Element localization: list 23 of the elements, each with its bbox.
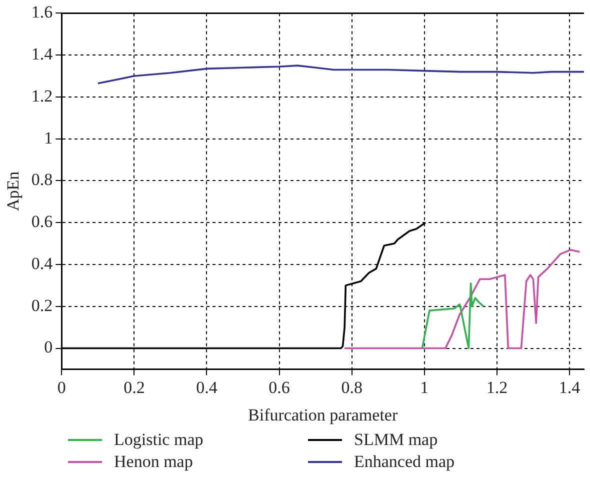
y-tick-label: 0.8: [31, 170, 53, 190]
y-tick-label: 1.4: [31, 44, 54, 64]
x-tick-label: 1: [420, 378, 429, 397]
y-axis-title: ApEn: [4, 170, 23, 212]
y-tick-label: 1: [44, 128, 53, 148]
x-tick-label: 1.4: [558, 378, 581, 397]
y-tick-label: 1.2: [31, 86, 53, 106]
y-tick-label: 0.4: [31, 254, 54, 273]
y-tick-label: 0.6: [31, 212, 53, 232]
y-tick-label: 1.6: [31, 2, 53, 22]
legend-label: SLMM map: [354, 430, 438, 450]
x-tick-label: 0.8: [341, 378, 362, 397]
legend-label: Logistic map: [114, 430, 204, 450]
x-tick-label: 1.2: [486, 378, 508, 397]
x-tick-label: 0.6: [268, 378, 290, 397]
legend-label: Henon map: [114, 452, 193, 472]
x-tick-label: 0.2: [124, 378, 145, 397]
x-axis-title: Bifurcation parameter: [248, 405, 398, 424]
y-tick-label: 0.2: [31, 296, 53, 315]
y-tick-label: 0: [44, 338, 53, 357]
x-tick-label: 0.4: [196, 378, 218, 397]
x-tick-label: 0: [57, 378, 66, 397]
legend-label: Enhanced map: [354, 452, 455, 472]
